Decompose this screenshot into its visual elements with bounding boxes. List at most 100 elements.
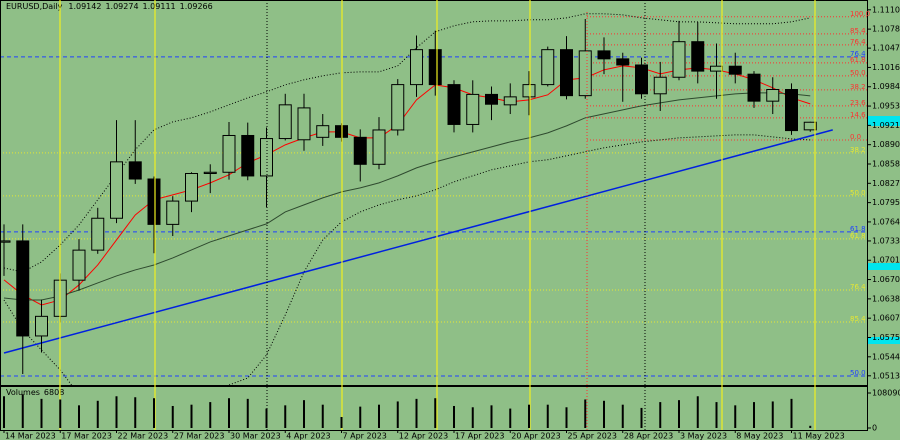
candle-body: [128, 161, 142, 180]
x-tick-label: 28 Apr 2023: [624, 432, 673, 440]
fib-label: 38.2: [850, 146, 866, 154]
fib-label: 38.2: [850, 83, 866, 91]
candle-body: [241, 134, 255, 177]
y-tick-label: 1.09215: [872, 121, 900, 130]
y-tick-label: 1.09530: [872, 102, 900, 111]
candle-body: [766, 89, 780, 102]
fib-label: 50.0: [850, 189, 866, 197]
candle-body: [297, 107, 311, 141]
candle-body: [72, 249, 86, 281]
chart-header: EURUSD,Daily 1.09142 1.09274 1.09111 1.09266: [6, 2, 213, 11]
x-tick-label: 25 Apr 2023: [568, 432, 617, 440]
volume-title: Volumes: [6, 388, 40, 397]
y-tick-label: 1.06700: [872, 275, 900, 284]
candle-body: [391, 84, 405, 131]
candle-body: [541, 49, 555, 86]
volume-tick-label: 0: [872, 424, 877, 433]
candle-body: [597, 50, 611, 60]
candle-body: [503, 96, 517, 106]
candle-body: [203, 171, 217, 174]
x-tick-label: 27 Mar 2023: [174, 432, 225, 440]
y-tick-label: 1.08585: [872, 159, 900, 168]
x-tick-label: 7 Apr 2023: [343, 432, 387, 440]
fib-label: 76.4: [850, 38, 866, 46]
x-tick-label: 4 Apr 2023: [286, 432, 330, 440]
y-tick-label: 1.08270: [872, 179, 900, 188]
volume-tick-label: 108090: [872, 389, 900, 398]
candle-body: [353, 136, 367, 165]
candle-body: [747, 73, 761, 102]
close-value: 1.09266: [180, 2, 213, 11]
candle-body: [35, 315, 48, 337]
candle-body: [616, 58, 630, 66]
plot-frame: [0, 0, 868, 386]
x-tick-label: 11 May 2023: [793, 432, 845, 440]
candle-body: [166, 200, 180, 225]
y-tick-label: 1.06070: [872, 314, 900, 323]
candle-body: [110, 161, 123, 219]
price-marker: [868, 337, 900, 344]
fib-label: 100.0: [850, 10, 870, 18]
high-value: 1.09274: [105, 2, 138, 11]
fib-label: 14.6: [850, 111, 866, 119]
candle-body: [560, 49, 573, 97]
fib-label: 61.8: [850, 56, 866, 64]
low-value: 1.09111: [143, 2, 176, 11]
candle-body: [728, 65, 742, 75]
trendline: [3, 129, 833, 354]
y-tick-label: 1.05130: [872, 371, 900, 380]
volume-header: Volumes 6808: [6, 388, 64, 397]
candle-body: [447, 84, 461, 125]
fib-label: 23.6: [850, 99, 866, 107]
x-tick-label: 17 Mar 2023: [61, 432, 112, 440]
y-tick-label: 1.07015: [872, 256, 900, 265]
candle-body: [316, 125, 330, 138]
volume-frame: [0, 386, 868, 431]
candle-body: [710, 65, 723, 72]
candle-body: [691, 41, 705, 72]
candle-body: [222, 134, 236, 173]
y-tick-label: 1.08900: [872, 140, 900, 149]
volume-value: 6808: [44, 388, 64, 397]
candle-body: [466, 93, 480, 125]
y-tick-label: 1.06385: [872, 294, 900, 303]
x-tick-label: 14 Mar 2023: [5, 432, 56, 440]
y-tick-label: 1.05755: [872, 333, 900, 342]
candle-body: [185, 172, 198, 202]
y-tick-label: 1.07330: [872, 236, 900, 245]
fib-label: 50.0: [850, 369, 866, 377]
y-tick-label: 1.10785: [872, 25, 900, 34]
candle-body: [635, 64, 648, 95]
candle-body: [0, 240, 11, 243]
x-tick-label: 22 Mar 2023: [118, 432, 169, 440]
candle-body: [672, 41, 686, 78]
chart-title: EURUSD,Daily: [6, 2, 63, 11]
open-value: 1.09142: [68, 2, 101, 11]
candle-body: [578, 50, 592, 97]
candle-body: [91, 217, 105, 251]
price-marker: [868, 116, 900, 126]
fib-label: 50.0: [850, 69, 866, 77]
candle-body: [278, 104, 292, 140]
candle-body: [803, 121, 817, 131]
candle-body: [147, 178, 161, 225]
y-tick-label: 1.09845: [872, 82, 900, 91]
candle-body: [485, 93, 498, 105]
indicator-line: [3, 92, 811, 301]
y-tick-label: 1.10475: [872, 44, 900, 53]
fib-label: 76.4: [850, 283, 866, 291]
x-tick-label: 20 Apr 2023: [511, 432, 560, 440]
x-tick-label: 17 Apr 2023: [455, 432, 504, 440]
fib-label: 85.4: [850, 315, 866, 323]
y-tick-label: 1.07955: [872, 198, 900, 207]
y-tick-label: 1.11100: [872, 5, 900, 14]
y-tick-label: 1.05440: [872, 352, 900, 361]
candle-body: [428, 49, 442, 86]
fib-label: 76.4: [850, 50, 866, 58]
fib-label: 0.0: [850, 133, 861, 141]
price-marker: [868, 263, 900, 270]
candle-body: [372, 129, 386, 165]
x-tick-label: 8 May 2023: [736, 432, 783, 440]
